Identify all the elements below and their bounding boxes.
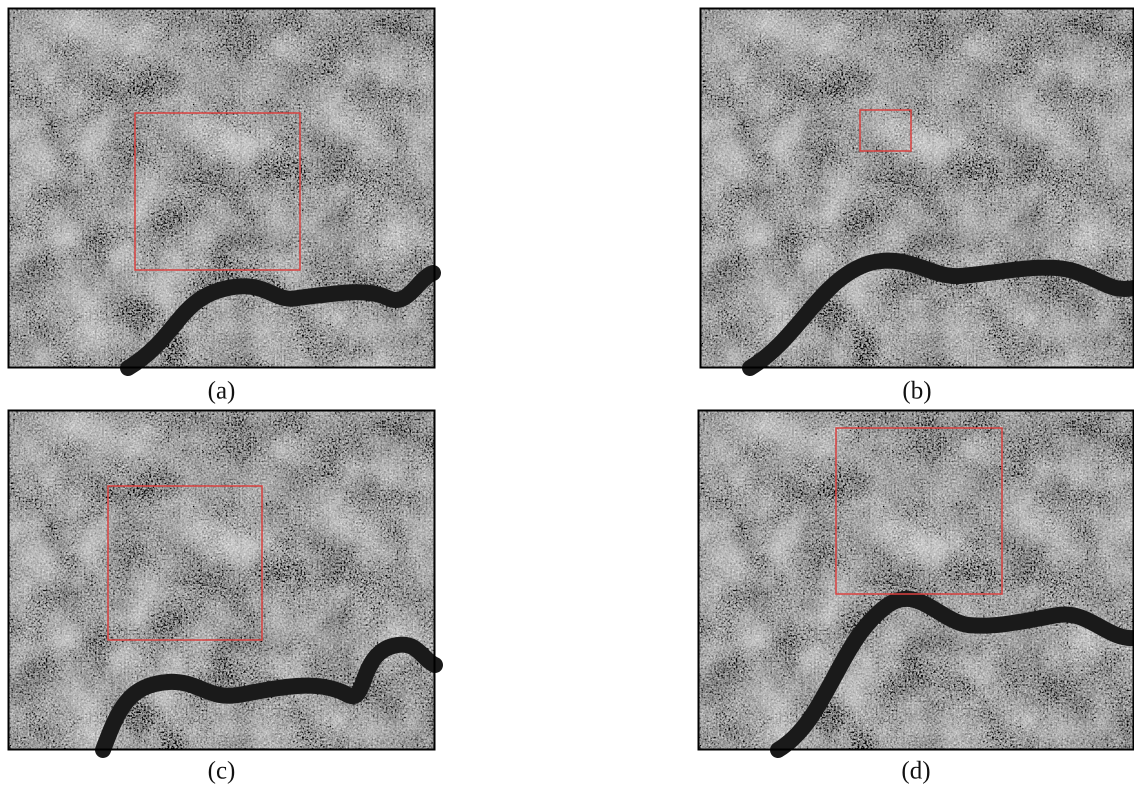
sar-image	[700, 8, 1134, 368]
figure: (a) (b) (c) (d)	[0, 0, 1134, 789]
image-panel	[700, 8, 1134, 368]
sar-image	[698, 410, 1134, 750]
image-panel	[8, 410, 435, 750]
caption: (d)	[901, 758, 930, 785]
caption: (b)	[902, 378, 931, 405]
image-panel	[698, 410, 1134, 750]
caption: (a)	[208, 378, 236, 405]
image-panel	[8, 8, 435, 368]
sar-image	[8, 8, 435, 368]
caption: (c)	[208, 758, 236, 785]
